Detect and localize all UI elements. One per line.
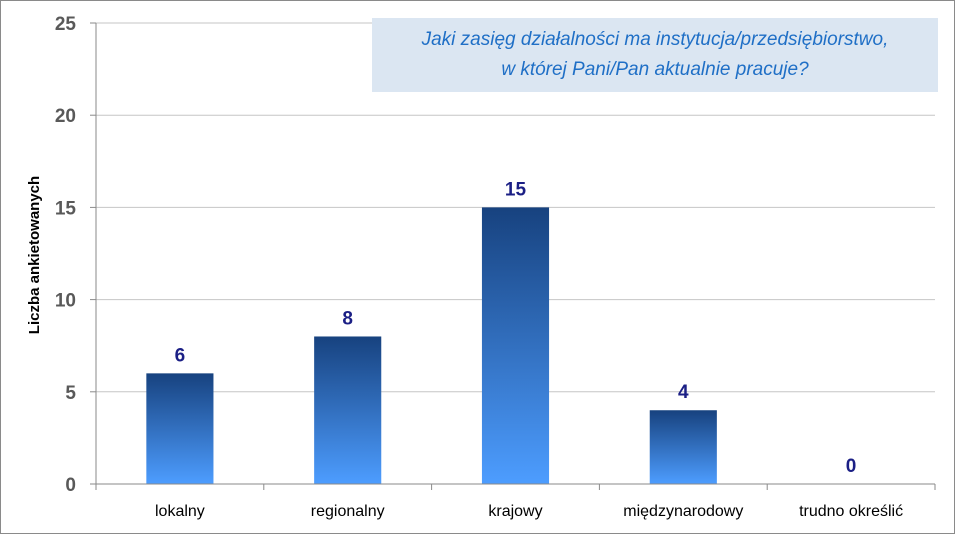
x-category-label: krajowy [488, 503, 542, 520]
y-tick-label: 10 [55, 291, 76, 312]
y-tick-label: 5 [65, 383, 76, 404]
bar [481, 207, 550, 484]
bars [146, 207, 717, 484]
chart-title-line-1: Jaki zasięg działalności ma instytucja/p… [421, 29, 889, 50]
y-tick-label: 20 [55, 106, 76, 127]
bar [314, 336, 382, 484]
x-category-label: trudno określić [799, 503, 903, 520]
x-category-label: regionalny [311, 503, 385, 520]
x-category-label: międzynarodowy [623, 503, 743, 520]
bar [146, 373, 214, 484]
y-axis-title: Liczba ankietowanych [26, 176, 43, 334]
labels: 0 5 10 15 20 25 6 lokalny 8 regionalny 15 krajowy 4 m… [55, 14, 903, 520]
data-label: 0 [846, 456, 857, 477]
data-label: 4 [678, 382, 689, 403]
bar [649, 410, 717, 484]
axes [90, 22, 936, 490]
y-tick-label: 0 [65, 475, 76, 496]
y-tick-label: 25 [55, 14, 77, 35]
chart-title-line-2: w której Pani/Pan aktualnie pracuje? [501, 59, 809, 80]
data-label: 8 [342, 308, 353, 329]
data-label: 6 [175, 345, 186, 366]
x-category-label: lokalny [155, 503, 205, 520]
y-tick-label: 15 [55, 198, 77, 219]
data-label: 15 [505, 179, 527, 200]
chart-title-box: Jaki zasięg działalności ma instytucja/p… [372, 18, 938, 92]
